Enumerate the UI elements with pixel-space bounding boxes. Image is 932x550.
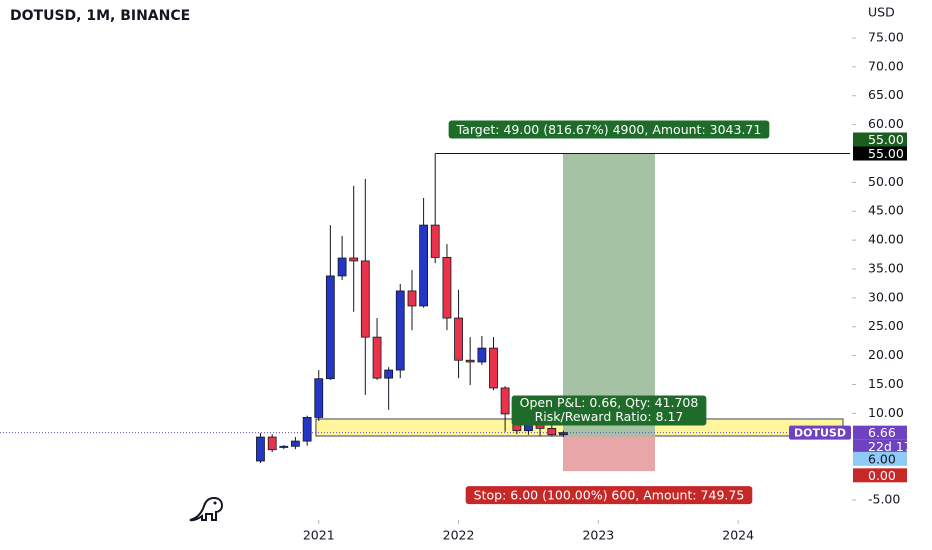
candle-body [477,347,487,363]
logo [189,496,224,522]
y-tick-label: 10.00 [868,405,904,420]
y-tick-label: 35.00 [868,260,904,275]
candle-body [372,336,382,379]
candle-body [430,224,440,258]
price-tag [853,468,907,483]
candle-body [500,387,510,415]
candle-body [489,347,498,389]
y-tick-label: 15.00 [868,376,904,391]
x-tick-label: 2024 [722,528,754,543]
x-tick-label: 2023 [582,528,614,543]
stop-zone [562,436,655,472]
y-tick-label: 50.00 [868,174,904,189]
candle-body [360,260,370,338]
y-tick-label: 20.00 [868,347,904,362]
symbol-tag-bg [789,425,851,440]
stop-label: Stop: 6.00 (100.00%) 600, Amount: 749.75 [474,488,745,503]
candle-body [314,378,324,418]
countdown: 22d 17h [868,439,920,454]
y-tick-label: 25.00 [868,318,904,333]
pnl-label: Open P&L: 0.66, Qty: 41.708 [520,395,699,410]
candle-body [256,436,265,462]
y-tick-label: 40.00 [868,232,904,247]
y-tick-label: -5.00 [868,491,900,506]
target-label: Target: 49.00 (816.67%) 4900, Amount: 30… [456,122,762,137]
candle-body [302,417,312,442]
candle-body [547,427,557,436]
price-tag-label: 55.00 [868,132,904,147]
candle-body [337,257,347,277]
y-tick-label: 70.00 [868,58,904,73]
candle-body [325,275,335,380]
chart-title: DOTUSD, 1M, BINANCE [10,8,190,24]
y-tick-label: 60.00 [868,116,904,131]
x-tick-label: 2022 [443,528,475,543]
candle-body [395,290,405,371]
countdown-bg [853,439,907,454]
candle-body [454,317,463,361]
price-tag [853,451,907,466]
candle-body [349,257,359,262]
candle-body [419,224,429,307]
price-tag-label: 55.00 [868,146,904,161]
axis-unit: USD [868,5,895,20]
y-tick-label: 65.00 [868,87,904,102]
y-tick-label: 45.00 [868,203,904,218]
price-tag-label: 6.66 [868,425,896,440]
y-tick-label: 30.00 [868,289,904,304]
candle-body [407,290,417,307]
price-tag [853,425,907,440]
price-tag [853,146,907,161]
symbol-tag: DOTUSD [794,427,846,440]
candle-body [384,369,394,379]
target-label-bg [448,120,770,139]
candle-body [465,359,475,363]
target-zone [562,153,655,437]
stop-label-bg [465,486,753,505]
candle-body [267,436,277,451]
candle-body [442,257,452,319]
candle-body [279,445,289,448]
candle-body [291,440,300,447]
price-tag-label: 6.00 [868,451,896,466]
pnl-box [511,395,707,426]
price-tag-label: 0.00 [868,468,896,483]
price-tag [853,132,907,147]
rr-label: Risk/Reward Ratio: 8.17 [535,409,684,424]
x-tick-label: 2021 [303,528,335,543]
candle-body [559,432,568,436]
y-tick-label: 75.00 [868,29,904,44]
